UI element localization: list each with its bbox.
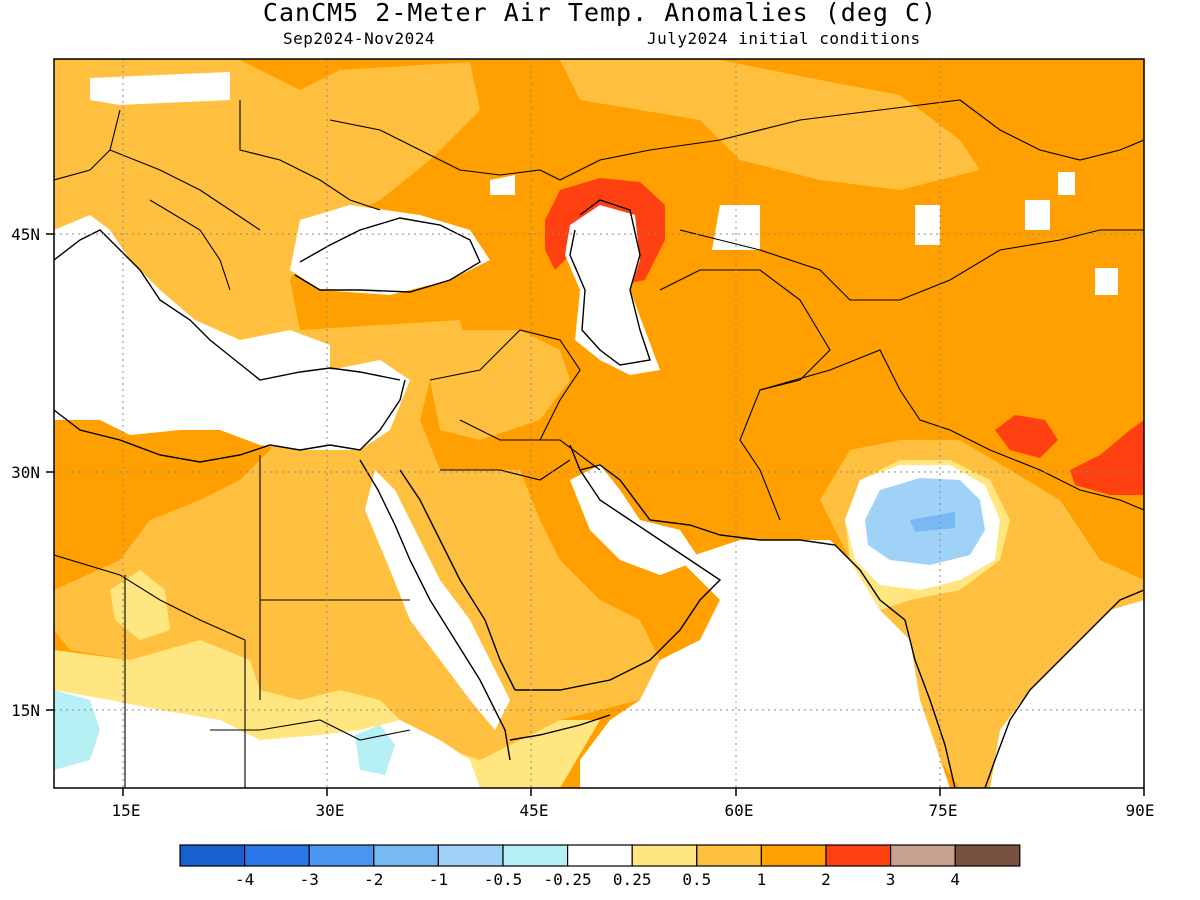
axis-ticks: [46, 233, 1145, 796]
lon-label: 30E: [316, 801, 345, 820]
colorbar: [179, 844, 1021, 867]
colorbar-label: 4: [950, 870, 960, 889]
lon-label: 75E: [929, 801, 958, 820]
colorbar-swatch: [825, 844, 892, 867]
colorbar-swatch: [566, 844, 633, 867]
colorbar-swatch: [889, 844, 956, 867]
colorbar-label: -0.25: [544, 870, 592, 889]
anomaly-zone-africa-cold: [54, 690, 100, 770]
colorbar-label: -1: [429, 870, 448, 889]
lat-label: 30N: [11, 463, 40, 482]
anomaly-field: [54, 59, 1144, 788]
colorbar-labels: -4 -3 -2 -1 -0.5 -0.25 0.25 0.5 1 2 3 4: [235, 870, 960, 889]
colorbar-swatch: [631, 844, 698, 867]
anomaly-zone-sudan-cold: [355, 725, 395, 775]
colorbar-swatch: [244, 844, 310, 867]
colorbar-label: 1: [757, 870, 767, 889]
anomaly-zone-central-asia: [560, 60, 980, 190]
anomaly-zone-india-cold-core: [910, 512, 955, 532]
initial-conditions-label: July2024 initial conditions: [647, 29, 921, 48]
lon-label: 90E: [1126, 801, 1155, 820]
colorbar-swatch: [696, 844, 762, 867]
colorbar-label: 0.5: [682, 870, 711, 889]
colorbar-label: 3: [886, 870, 896, 889]
colorbar-label: -0.5: [484, 870, 523, 889]
colorbar-swatch: [954, 844, 1021, 867]
coastlines: [54, 199, 1144, 788]
lat-label: 15N: [11, 701, 40, 720]
colorbar-label: -4: [235, 870, 254, 889]
lat-label: 45N: [11, 225, 40, 244]
season-label: Sep2024-Nov2024: [283, 29, 435, 48]
map-frame: [53, 58, 1145, 789]
anomaly-zone-iran: [420, 330, 570, 440]
anomaly-zone-tibet-hot: [995, 415, 1058, 458]
colorbar-swatch: [760, 844, 827, 867]
colorbar-swatch: [373, 844, 439, 867]
colorbar-swatch: [308, 844, 375, 867]
colorbar-label: -3: [300, 870, 319, 889]
anomaly-zone-himalaya-hot: [1070, 420, 1144, 495]
lon-label: 15E: [112, 801, 141, 820]
map-title: CanCM5 2-Meter Air Temp. Anomalies (deg …: [262, 0, 938, 27]
country-borders: [54, 99, 1144, 788]
lon-label: 45E: [520, 801, 549, 820]
colorbar-swatch: [502, 844, 569, 867]
lon-label: 60E: [725, 801, 754, 820]
colorbar-swatch: [437, 844, 504, 867]
colorbar-swatch: [179, 844, 246, 867]
colorbar-label: 2: [821, 870, 831, 889]
colorbar-label: -2: [364, 870, 383, 889]
colorbar-label: 0.25: [613, 870, 652, 889]
gridlines: [54, 59, 1144, 788]
